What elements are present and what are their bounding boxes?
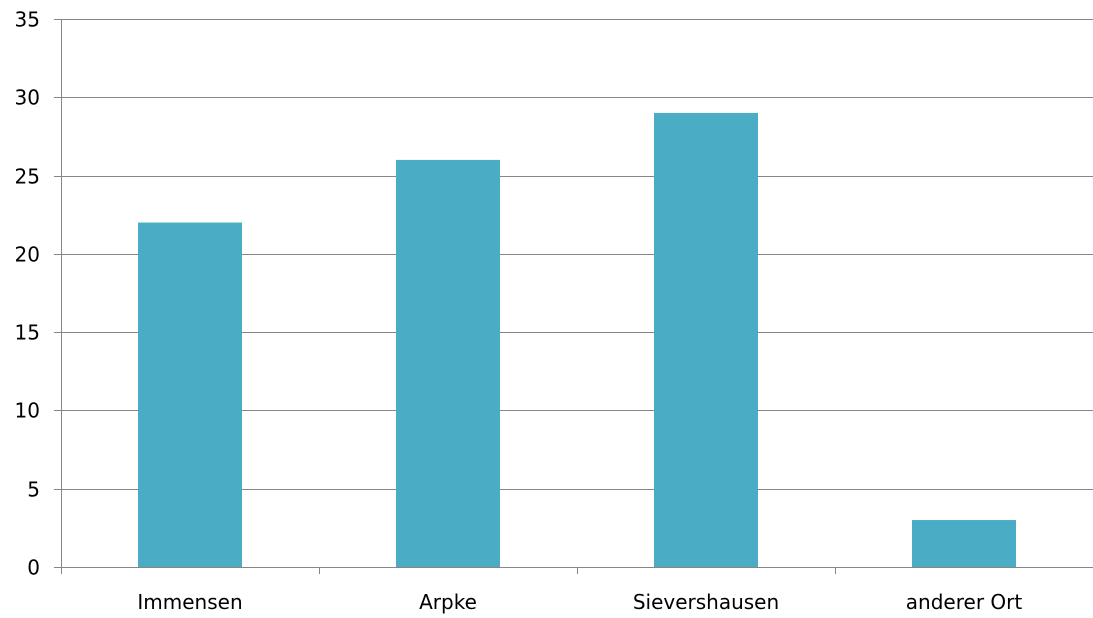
- x-tick-label: anderer Ort: [906, 590, 1023, 614]
- x-tick-labels: Immensen Arpke Sievershausen anderer Ort: [137, 590, 1022, 614]
- axes: [54, 19, 1093, 574]
- bar: [138, 222, 242, 568]
- y-tick-label: 5: [27, 478, 40, 502]
- y-tick-label: 10: [15, 399, 40, 423]
- bar: [396, 159, 500, 567]
- y-tick-label: 20: [15, 243, 40, 267]
- x-tick-label: Arpke: [419, 590, 477, 614]
- y-tick-labels: 0 5 10 15 20 25 30 35: [15, 8, 40, 580]
- x-tick-label: Immensen: [137, 590, 242, 614]
- bar: [654, 112, 758, 567]
- y-tick-label: 30: [15, 86, 40, 110]
- bar: [912, 520, 1016, 567]
- y-tick-label: 35: [15, 8, 40, 32]
- y-tick-label: 25: [15, 165, 40, 189]
- bars: [138, 112, 1016, 568]
- y-tick-label: 15: [15, 321, 40, 345]
- x-tick-label: Sievershausen: [633, 590, 779, 614]
- y-tick-label: 0: [27, 556, 40, 580]
